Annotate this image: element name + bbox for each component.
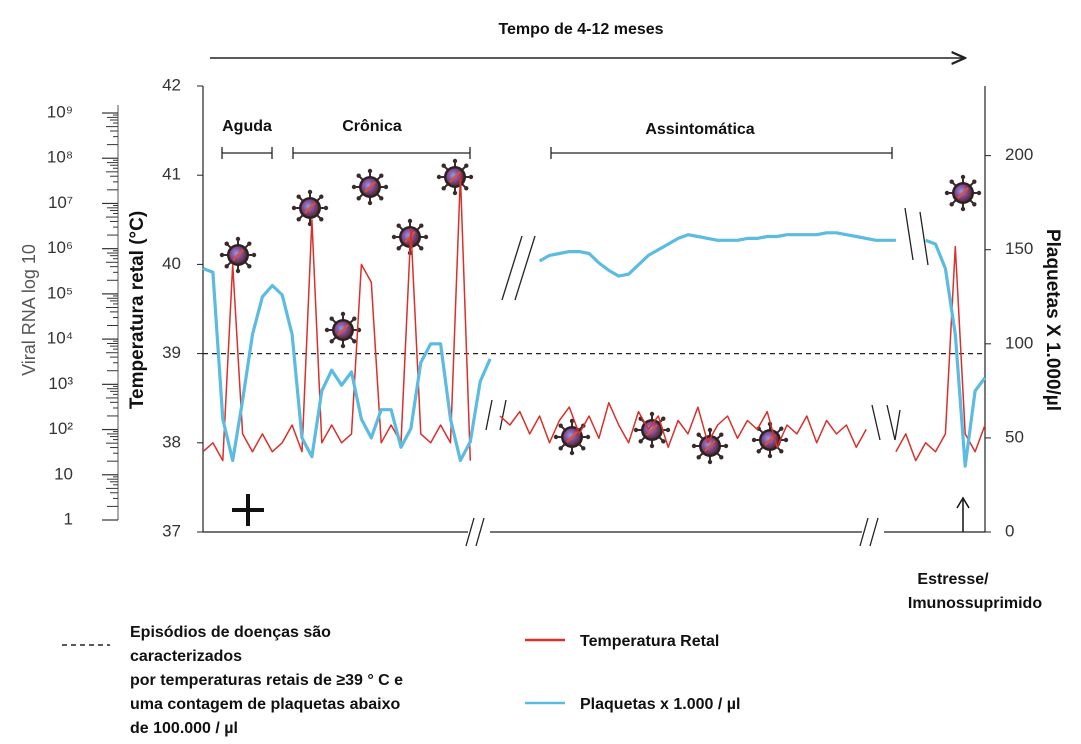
axis-break: [476, 518, 484, 546]
viral-tick-label: 10⁸: [47, 148, 73, 167]
viral-tick-label: 10⁹: [47, 102, 73, 121]
viral-tick-label: 10⁶: [47, 238, 73, 257]
viral-tick-label: 10³: [48, 374, 73, 393]
virus-icon: [692, 428, 728, 464]
legend-label: Temperatura Retal: [580, 633, 719, 650]
y2-tick-label: 0: [1005, 521, 1014, 540]
annotation: Estresse/: [917, 571, 989, 588]
virus-icon: [437, 159, 473, 195]
legend-note: caracterizados: [130, 648, 242, 665]
phase-label: Aguda: [222, 118, 272, 135]
plus-sign: [232, 494, 264, 526]
y2-tick-label: 50: [1005, 427, 1024, 446]
line-break: [515, 236, 535, 300]
legend-note: por temperaturas retais de ≥39 ° C e: [130, 672, 403, 689]
legend: Episódios de doenças são caracterizados po…: [130, 624, 740, 737]
virus-icon: [220, 237, 256, 273]
y-tick-label: 39: [162, 343, 181, 362]
line-break: [887, 405, 895, 440]
virus-icon: [752, 422, 788, 458]
line-break: [895, 410, 900, 440]
legend-note: de 100.000 / µl: [130, 720, 238, 737]
y-tick-label: 38: [162, 432, 181, 451]
virus-icon: [352, 169, 388, 205]
chart: Tempo de 4-12 meses Temperatura retal (°…: [0, 0, 1081, 744]
phase-label: Assintomática: [645, 121, 754, 138]
line-break: [502, 236, 522, 300]
viral-tick-label: 10⁷: [48, 193, 73, 212]
y-tick-label: 42: [162, 75, 181, 94]
phase-brackets: [222, 147, 892, 159]
virus-icon: [325, 312, 361, 348]
y2-axis-label: Plaquetas X 1.000/µl: [1042, 229, 1063, 411]
viral-tick-label: 10²: [48, 419, 73, 438]
y-tick-label: 40: [162, 254, 181, 273]
viral-axis-label: Viral RNA log 10: [19, 244, 39, 376]
axis-break: [870, 518, 878, 546]
line-break: [500, 400, 506, 430]
line-break: [486, 400, 492, 430]
annotation: Imunossuprimido: [908, 595, 1042, 612]
viral-tick-label: 1: [64, 509, 73, 528]
chart-title: Tempo de 4-12 meses: [498, 21, 663, 38]
phase-label: Crônica: [342, 118, 402, 135]
stress-arrow: [957, 498, 969, 532]
y2-tick-label: 150: [1005, 239, 1033, 258]
y2-tick-label: 100: [1005, 333, 1033, 352]
viral-tick-label: 10⁵: [47, 283, 73, 302]
y2-tick-label: 200: [1005, 145, 1033, 164]
y-tick-label: 37: [162, 521, 181, 540]
viral-tick-label: 10: [54, 464, 73, 483]
line-break: [920, 212, 928, 265]
virus-icon: [634, 412, 670, 448]
virus-icon: [292, 190, 328, 226]
viral-tick-label: 10⁴: [47, 329, 73, 348]
series-line: [203, 233, 985, 466]
legend-note: uma contagem de plaquetas abaixo: [130, 696, 401, 713]
y-tick-label: 41: [162, 165, 181, 184]
y-axis-label: Temperatura retal (°C): [127, 211, 148, 409]
legend-note: Episódios de doenças são: [130, 624, 331, 641]
virus-icon: [945, 175, 981, 211]
legend-label: Plaquetas x 1.000 / µl: [580, 696, 740, 713]
line-break: [905, 208, 913, 260]
line-break: [872, 405, 880, 440]
